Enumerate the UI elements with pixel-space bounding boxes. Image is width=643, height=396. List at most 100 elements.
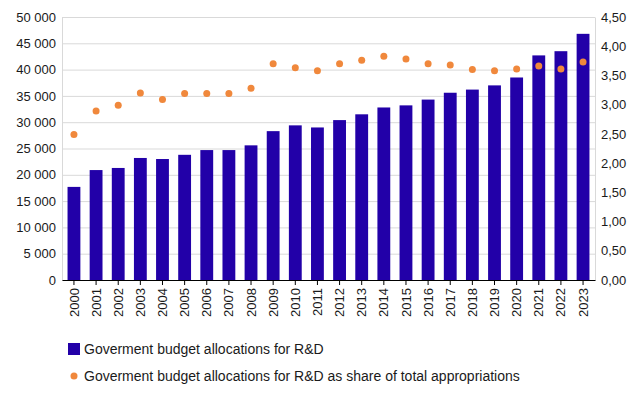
x-tick-mark bbox=[494, 280, 495, 285]
x-tick-label: 2008 bbox=[244, 288, 259, 317]
y-tick: 25 000 bbox=[16, 141, 595, 156]
y-tick: 10 000 bbox=[16, 220, 595, 235]
x-tick: 2020 bbox=[509, 280, 524, 317]
x-tick-label: 2015 bbox=[399, 288, 414, 317]
bar bbox=[68, 187, 81, 280]
x-tick-label: 2000 bbox=[67, 288, 82, 317]
legend-label: Goverment budget allocations for R&D bbox=[84, 341, 324, 357]
x-tick-mark bbox=[516, 280, 517, 285]
legend-swatch bbox=[68, 343, 80, 355]
y2-tick: 0,00 bbox=[595, 273, 626, 288]
point bbox=[70, 131, 77, 138]
point bbox=[336, 60, 343, 67]
x-tick-label: 2021 bbox=[531, 288, 546, 317]
y2-axis-line bbox=[595, 18, 596, 281]
x-tick-label: 2009 bbox=[266, 288, 281, 317]
x-tick-mark bbox=[96, 280, 97, 285]
y2-tick: 4,00 bbox=[595, 39, 626, 54]
x-tick-label: 2001 bbox=[89, 288, 104, 317]
bar bbox=[554, 51, 567, 280]
x-tick-label: 2011 bbox=[310, 288, 325, 316]
x-tick: 2002 bbox=[111, 280, 126, 317]
y-axis: 05 00010 00015 00020 00025 00030 00035 0… bbox=[16, 10, 595, 288]
bar bbox=[289, 125, 302, 280]
point bbox=[469, 66, 476, 73]
x-tick-label: 2022 bbox=[553, 288, 568, 317]
point bbox=[225, 90, 232, 97]
x-tick: 2010 bbox=[288, 280, 303, 317]
x-axis-line bbox=[63, 280, 596, 281]
series bbox=[70, 53, 586, 138]
y2-tick-label: 3,50 bbox=[601, 68, 626, 83]
x-tick: 2006 bbox=[199, 280, 214, 317]
bar bbox=[267, 131, 280, 280]
point bbox=[93, 108, 100, 115]
legend-swatch bbox=[71, 373, 78, 380]
point bbox=[115, 102, 122, 109]
point bbox=[159, 96, 166, 103]
bar bbox=[134, 158, 147, 280]
x-tick-mark bbox=[140, 280, 141, 285]
x-tick: 2012 bbox=[332, 280, 347, 317]
x-tick: 2014 bbox=[376, 280, 391, 317]
x-tick-mark bbox=[206, 280, 207, 285]
y2-tick: 1,00 bbox=[595, 214, 626, 229]
y2-tick-label: 3,00 bbox=[601, 97, 626, 112]
point bbox=[425, 60, 432, 67]
y-tick: 15 000 bbox=[16, 194, 595, 209]
point bbox=[203, 90, 210, 97]
point bbox=[270, 60, 277, 67]
x-tick-label: 2007 bbox=[221, 288, 236, 317]
x-tick-label: 2018 bbox=[465, 288, 480, 317]
y-tick: 30 000 bbox=[16, 115, 595, 130]
y2-tick: 0,50 bbox=[595, 243, 626, 258]
x-axis: 2000 2001 2002 2003 2004 2005 2006 2007 2008 2009… bbox=[63, 280, 596, 317]
x-tick: 2001 bbox=[89, 280, 104, 317]
x-tick-mark bbox=[583, 280, 584, 285]
point bbox=[447, 61, 454, 68]
x-tick-mark bbox=[273, 280, 274, 285]
chart: 05 00010 00015 00020 00025 00030 00035 0… bbox=[0, 0, 643, 396]
x-tick-label: 2023 bbox=[576, 288, 591, 317]
x-tick-mark bbox=[228, 280, 229, 285]
x-tick-mark bbox=[428, 280, 429, 285]
y2-tick-label: 0,50 bbox=[601, 243, 626, 258]
bar bbox=[222, 150, 235, 280]
y-tick-label: 15 000 bbox=[16, 194, 56, 209]
y2-tick-label: 1,50 bbox=[601, 185, 626, 200]
point bbox=[248, 85, 255, 92]
point bbox=[137, 89, 144, 96]
bar bbox=[466, 90, 479, 280]
bar bbox=[178, 155, 191, 280]
point bbox=[314, 67, 321, 74]
y-tick-label: 10 000 bbox=[16, 220, 56, 235]
grid-line bbox=[62, 280, 595, 281]
bar bbox=[400, 105, 413, 280]
x-tick-label: 2003 bbox=[133, 288, 148, 317]
y2-tick: 2,00 bbox=[595, 156, 626, 171]
y-tick-label: 0 bbox=[49, 273, 56, 288]
x-tick: 2015 bbox=[399, 280, 414, 317]
y2-tick-label: 2,00 bbox=[601, 156, 626, 171]
x-tick-label: 2005 bbox=[177, 288, 192, 317]
x-tick-label: 2010 bbox=[288, 288, 303, 317]
x-tick: 2000 bbox=[67, 280, 82, 317]
x-tick-label: 2004 bbox=[155, 288, 170, 317]
x-tick-mark bbox=[162, 280, 163, 285]
y2-tick: 3,00 bbox=[595, 97, 626, 112]
x-tick-mark bbox=[73, 280, 74, 285]
y-tick-label: 40 000 bbox=[16, 62, 56, 77]
bar bbox=[333, 120, 346, 280]
x-tick: 2019 bbox=[487, 280, 502, 317]
x-tick-mark bbox=[405, 280, 406, 285]
y2-tick-label: 0,00 bbox=[601, 273, 626, 288]
x-tick-mark bbox=[560, 280, 561, 285]
bar bbox=[422, 100, 435, 280]
legend-label: Goverment budget allocations for R&D as … bbox=[84, 368, 520, 384]
point bbox=[535, 63, 542, 70]
bar bbox=[488, 85, 501, 280]
grid-line bbox=[62, 17, 595, 18]
point bbox=[380, 53, 387, 60]
x-tick-mark bbox=[472, 280, 473, 285]
point bbox=[580, 59, 587, 66]
